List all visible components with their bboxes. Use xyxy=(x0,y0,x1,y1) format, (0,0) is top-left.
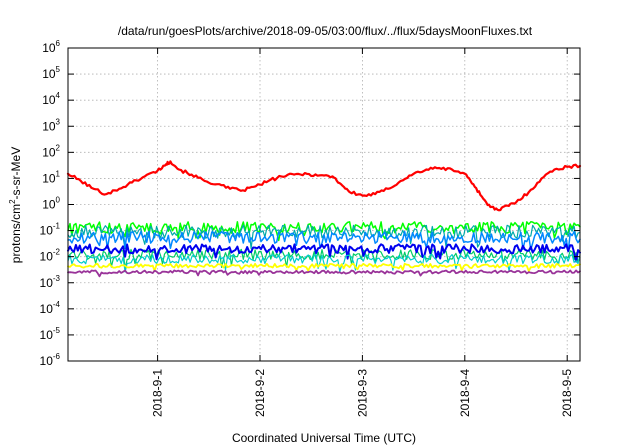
y-tick-label: 100 xyxy=(42,196,60,212)
y-tick-label: 10-5 xyxy=(40,326,61,342)
series-line-1 xyxy=(66,160,582,212)
series-line-9 xyxy=(67,269,581,278)
y-tick-label: 10-3 xyxy=(40,274,61,290)
y-tick-label: 103 xyxy=(42,117,60,133)
y-tick-label: 102 xyxy=(42,143,60,159)
y-axis-title-pre: protons/cm xyxy=(9,204,23,263)
chart-title: /data/run/goesPlots/archive/2018-09-05/0… xyxy=(118,24,533,38)
y-tick-label: 10-1 xyxy=(40,222,61,238)
series-line-7 xyxy=(67,254,581,273)
y-axis-title-post: -s-sr-MeV xyxy=(9,147,23,200)
x-tick-label: 2018-9-2 xyxy=(253,369,267,417)
y-tick-label: 10-4 xyxy=(40,300,61,316)
grid xyxy=(68,48,580,361)
y-axis-title-sup: 2 xyxy=(8,199,17,204)
x-axis-title: Coordinated Universal Time (UTC) xyxy=(232,431,416,445)
series-line-8 xyxy=(67,262,581,272)
series-line-5 xyxy=(67,248,581,270)
y-tick-label: 101 xyxy=(42,169,60,185)
y-tick-label: 106 xyxy=(42,39,60,55)
series-line-6 xyxy=(67,243,581,263)
y-tick-label: 10-6 xyxy=(40,352,61,368)
y-axis-title: protons/cm2-s-sr-MeV xyxy=(8,147,23,263)
y-tick-label: 10-2 xyxy=(40,248,61,264)
x-tick-label: 2018-9-4 xyxy=(458,369,472,417)
x-axis: 2018-9-1 2018-9-2 2018-9-3 2018-9-4 2018-9-5 xyxy=(151,48,574,417)
data-series xyxy=(66,160,582,278)
y-tick-label: 104 xyxy=(42,91,60,107)
y-tick-label: 105 xyxy=(42,65,60,81)
x-tick-label: 2018-9-5 xyxy=(560,369,574,417)
x-tick-label: 2018-9-1 xyxy=(151,369,165,417)
x-tick-label: 2018-9-3 xyxy=(355,369,369,417)
y-axis: 10-6 10-5 10-4 10-3 10-2 10-1 100 101 102 103 104 1… xyxy=(40,39,580,368)
series-line-4 xyxy=(67,230,581,253)
